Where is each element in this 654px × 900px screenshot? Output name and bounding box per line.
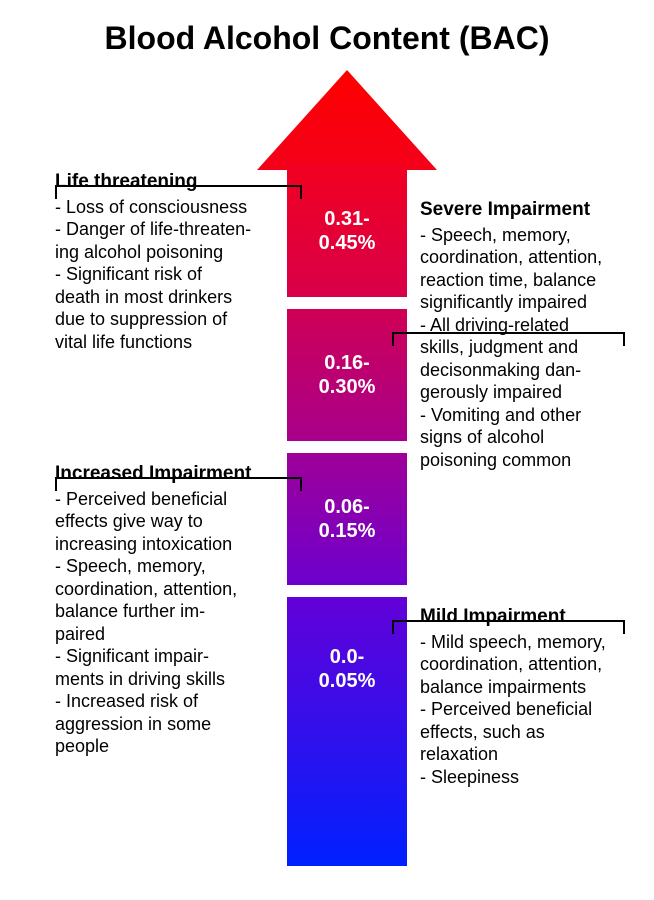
callout-line-text: death in most drinkers — [55, 286, 280, 309]
callout-line-text: - Significant risk of — [55, 263, 280, 286]
callout-line-text: effects give way to — [55, 510, 280, 533]
callout-line-text: due to suppression of — [55, 308, 280, 331]
callout-line-text: - Increased risk of — [55, 690, 280, 713]
callout-line-text: - Sleepiness — [420, 766, 645, 789]
arrow-segment: 0.31- 0.45% — [287, 165, 407, 297]
callout-heading: Mild Impairment — [420, 605, 645, 629]
segment-range-label: 0.0- 0.05% — [319, 645, 376, 693]
callout-line-text: - Mild speech, memory, — [420, 631, 645, 654]
callout-line-text: coordination, attention, — [55, 578, 280, 601]
callout-line — [392, 620, 394, 634]
segment-range-label: 0.06- 0.15% — [319, 495, 376, 543]
callout-line — [300, 185, 302, 199]
callout-textblock: Increased Impairment- Perceived benefici… — [55, 462, 280, 758]
callout-line-text: relaxation — [420, 743, 645, 766]
callout-line-text: ments in driving skills — [55, 668, 280, 691]
callout-line-text: balance impairments — [420, 676, 645, 699]
callout-line-text: skills, judgment and — [420, 336, 645, 359]
callout-line-text: poisoning common — [420, 449, 645, 472]
callout-heading: Severe Impairment — [420, 198, 645, 222]
callout-line-text: gerously impaired — [420, 381, 645, 404]
segment-range-label: 0.31- 0.45% — [319, 207, 376, 255]
callout-line-text: increasing intoxication — [55, 533, 280, 556]
callout-line-text: coordination, attention, — [420, 653, 645, 676]
callout-line-text: - Danger of life-threaten- — [55, 218, 280, 241]
callout-line-text: - Speech, memory, — [55, 555, 280, 578]
callout-line-text: - All driving-related — [420, 314, 645, 337]
arrow-head-icon — [257, 70, 437, 170]
callout-textblock: Mild Impairment- Mild speech, memory,coo… — [420, 605, 645, 788]
callout-line-text: - Loss of consciousness — [55, 196, 280, 219]
callout-line-text: significantly impaired — [420, 291, 645, 314]
callout-line — [392, 332, 394, 346]
callout-line-text: signs of alcohol — [420, 426, 645, 449]
callout-line-text: effects, such as — [420, 721, 645, 744]
callout-line — [300, 477, 302, 491]
callout-line-text: people — [55, 735, 280, 758]
callout-line-text: reaction time, balance — [420, 269, 645, 292]
callout-heading: Increased Impairment — [55, 462, 280, 486]
callout-line-text: - Significant impair- — [55, 645, 280, 668]
segment-range-label: 0.16- 0.30% — [319, 351, 376, 399]
callout-line-text: aggression in some — [55, 713, 280, 736]
arrow-segment: 0.0- 0.05% — [287, 597, 407, 866]
callout-textblock: Life threatening- Loss of consciousness-… — [55, 170, 280, 353]
callout-line-text: - Speech, memory, — [420, 224, 645, 247]
callout-textblock: Severe Impairment- Speech, memory,coordi… — [420, 198, 645, 471]
callout-line-text: - Perceived beneficial — [55, 488, 280, 511]
page-title: Blood Alcohol Content (BAC) — [0, 20, 654, 57]
arrow-segment: 0.16- 0.30% — [287, 309, 407, 441]
callout-line-text: paired — [55, 623, 280, 646]
callout-line-text: decisonmaking dan- — [420, 359, 645, 382]
callout-line-text: - Vomiting and other — [420, 404, 645, 427]
callout-heading: Life threatening — [55, 170, 280, 194]
callout-line-text: balance further im- — [55, 600, 280, 623]
callout-line-text: - Perceived beneficial — [420, 698, 645, 721]
callout-line-text: ing alcohol poisoning — [55, 241, 280, 264]
callout-line-text: coordination, attention, — [420, 246, 645, 269]
arrow-segment: 0.06- 0.15% — [287, 453, 407, 585]
callout-line-text: vital life functions — [55, 331, 280, 354]
